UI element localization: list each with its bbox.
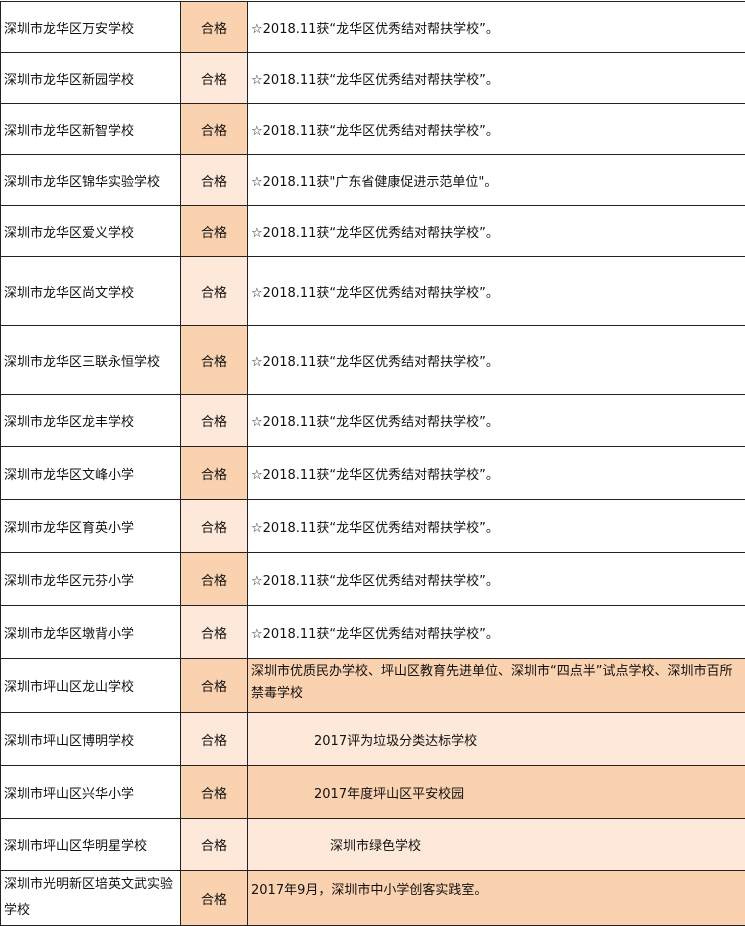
honor-note-cell: 深圳市绿色学校 — [248, 819, 745, 871]
school-name-cell: 深圳市龙华区锦华实验学校 — [1, 155, 181, 206]
school-name-cell: 深圳市龙华区尚文学校 — [1, 257, 181, 326]
honor-note-cell: 2017评为垃圾分类达标学校 — [248, 713, 745, 766]
honor-note-cell: ☆2018.11获“龙华区优秀结对帮扶学校”。 — [248, 447, 745, 500]
honor-note-cell: ☆2018.11获“龙华区优秀结对帮扶学校”。 — [248, 53, 745, 104]
table-row: 深圳市龙华区爱义学校合格☆2018.11获“龙华区优秀结对帮扶学校”。 — [1, 206, 745, 257]
table-row: 深圳市龙华区锦华实验学校合格☆2018.11获"广东省健康促进示范单位"。 — [1, 155, 745, 206]
honor-note-cell: ☆2018.11获“龙华区优秀结对帮扶学校”。 — [248, 326, 745, 395]
status-cell: 合格 — [181, 553, 248, 606]
status-cell: 合格 — [181, 53, 248, 104]
table-row: 深圳市龙华区新智学校合格☆2018.11获“龙华区优秀结对帮扶学校”。 — [1, 104, 745, 155]
status-cell: 合格 — [181, 713, 248, 766]
honor-note-cell: ☆2018.11获"广东省健康促进示范单位"。 — [248, 155, 745, 206]
school-name-cell: 深圳市龙华区爱义学校 — [1, 206, 181, 257]
honor-note-cell: ☆2018.11获“龙华区优秀结对帮扶学校”。 — [248, 395, 745, 447]
school-name-cell: 深圳市坪山区博明学校 — [1, 713, 181, 766]
status-cell: 合格 — [181, 606, 248, 659]
honor-note-cell: 2017年度坪山区平安校园 — [248, 766, 745, 819]
status-cell: 合格 — [181, 257, 248, 326]
status-cell: 合格 — [181, 871, 248, 926]
status-cell: 合格 — [181, 155, 248, 206]
honor-note-cell: ☆2018.11获“龙华区优秀结对帮扶学校”。 — [248, 500, 745, 553]
school-name-cell: 深圳市坪山区龙山学校 — [1, 659, 181, 713]
table-row: 深圳市龙华区新园学校合格☆2018.11获“龙华区优秀结对帮扶学校”。 — [1, 53, 745, 104]
table-row: 深圳市龙华区三联永恒学校合格☆2018.11获“龙华区优秀结对帮扶学校”。 — [1, 326, 745, 395]
status-cell: 合格 — [181, 819, 248, 871]
school-name-cell: 深圳市龙华区墩背小学 — [1, 606, 181, 659]
status-cell: 合格 — [181, 2, 248, 53]
status-cell: 合格 — [181, 500, 248, 553]
honor-note-cell: ☆2018.11获“龙华区优秀结对帮扶学校”。 — [248, 257, 745, 326]
table-row: 深圳市龙华区墩背小学合格☆2018.11获“龙华区优秀结对帮扶学校”。 — [1, 606, 745, 659]
table-row: 深圳市龙华区尚文学校合格☆2018.11获“龙华区优秀结对帮扶学校”。 — [1, 257, 745, 326]
status-cell: 合格 — [181, 104, 248, 155]
status-cell: 合格 — [181, 395, 248, 447]
honor-note-cell: 2017年9月，深圳市中小学创客实践室。 — [248, 871, 745, 926]
school-name-cell: 深圳市龙华区万安学校 — [1, 2, 181, 53]
school-name-cell: 深圳市龙华区新智学校 — [1, 104, 181, 155]
status-cell: 合格 — [181, 447, 248, 500]
table-row: 深圳市龙华区万安学校合格☆2018.11获“龙华区优秀结对帮扶学校”。 — [1, 2, 745, 53]
school-name-cell: 深圳市坪山区兴华小学 — [1, 766, 181, 819]
table-row: 深圳市坪山区龙山学校合格深圳市优质民办学校、坪山区教育先进单位、深圳市“四点半”… — [1, 659, 745, 713]
table-row: 深圳市龙华区文峰小学合格☆2018.11获“龙华区优秀结对帮扶学校”。 — [1, 447, 745, 500]
status-cell: 合格 — [181, 326, 248, 395]
table-row: 深圳市龙华区龙丰学校合格☆2018.11获“龙华区优秀结对帮扶学校”。 — [1, 395, 745, 447]
table-row: 深圳市龙华区育英小学合格☆2018.11获“龙华区优秀结对帮扶学校”。 — [1, 500, 745, 553]
honor-note-cell: ☆2018.11获“龙华区优秀结对帮扶学校”。 — [248, 606, 745, 659]
school-name-cell: 深圳市龙华区三联永恒学校 — [1, 326, 181, 395]
table-row: 深圳市龙华区元芬小学合格☆2018.11获“龙华区优秀结对帮扶学校”。 — [1, 553, 745, 606]
honor-note-cell: ☆2018.11获“龙华区优秀结对帮扶学校”。 — [248, 553, 745, 606]
honor-note-cell: 深圳市优质民办学校、坪山区教育先进单位、深圳市“四点半”试点学校、深圳市百所禁毒… — [248, 659, 745, 713]
honor-note-cell: ☆2018.11获“龙华区优秀结对帮扶学校”。 — [248, 206, 745, 257]
status-cell: 合格 — [181, 766, 248, 819]
school-name-cell: 深圳市龙华区育英小学 — [1, 500, 181, 553]
honor-note-cell: ☆2018.11获“龙华区优秀结对帮扶学校”。 — [248, 2, 745, 53]
school-name-cell: 深圳市龙华区元芬小学 — [1, 553, 181, 606]
table-row: 深圳市坪山区华明星学校合格深圳市绿色学校 — [1, 819, 745, 871]
school-name-cell: 深圳市龙华区新园学校 — [1, 53, 181, 104]
status-cell: 合格 — [181, 206, 248, 257]
status-cell: 合格 — [181, 659, 248, 713]
school-name-cell: 深圳市龙华区龙丰学校 — [1, 395, 181, 447]
honor-note-cell: ☆2018.11获“龙华区优秀结对帮扶学校”。 — [248, 104, 745, 155]
school-name-cell: 深圳市龙华区文峰小学 — [1, 447, 181, 500]
school-name-cell: 深圳市坪山区华明星学校 — [1, 819, 181, 871]
school-name-cell: 深圳市光明新区培英文武实验学校 — [1, 871, 181, 926]
